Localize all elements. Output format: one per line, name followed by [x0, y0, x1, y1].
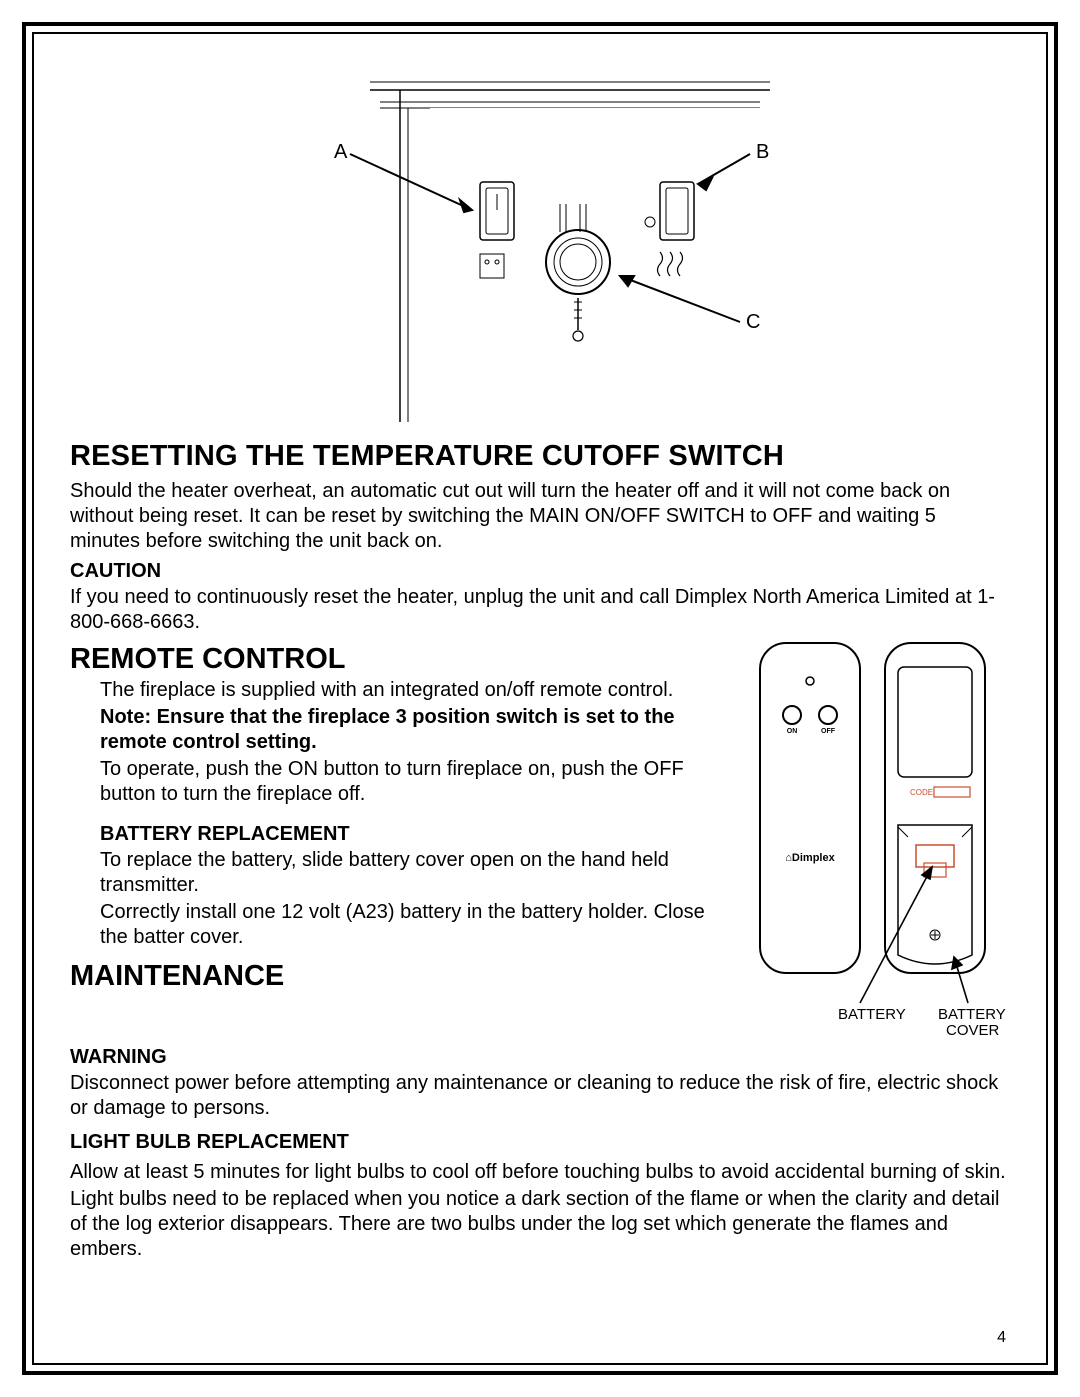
remote-off-label: OFF	[821, 728, 836, 735]
caution-label: CAUTION	[70, 560, 1010, 583]
section-reset-title: RESETTING THE TEMPERATURE CUTOFF SWITCH	[70, 440, 1010, 473]
remote-p2: To operate, push the ON button to turn f…	[100, 757, 716, 807]
remote-p1: The fireplace is supplied with an integr…	[100, 678, 716, 703]
bulb-p1: Allow at least 5 minutes for light bulbs…	[70, 1160, 1010, 1185]
battery-heading: BATTERY REPLACEMENT	[100, 823, 716, 846]
section-reset-body: Should the heater overheat, an automatic…	[70, 479, 1010, 554]
warning-label: WARNING	[70, 1046, 1010, 1069]
diagram-label-c: C	[746, 311, 760, 333]
battery-p1: To replace the battery, slide battery co…	[100, 848, 716, 898]
section-remote-title: REMOTE CONTROL	[70, 643, 716, 676]
remote-control-figure: ON OFF ⌂Dimplex CODE	[740, 635, 1010, 1040]
remote-cover-caption-1: BATTERY	[938, 1006, 1006, 1023]
remote-code-label: CODE	[910, 788, 933, 797]
section-maintenance-title: MAINTENANCE	[70, 960, 716, 993]
remote-battery-caption: BATTERY	[838, 1006, 906, 1023]
battery-p2: Correctly install one 12 volt (A23) batt…	[100, 900, 716, 950]
remote-brand: ⌂Dimplex	[785, 852, 835, 864]
warning-body: Disconnect power before attempting any m…	[70, 1071, 1010, 1121]
page-number: 4	[997, 1329, 1006, 1347]
bulb-heading: LIGHT BULB REPLACEMENT	[70, 1131, 1010, 1154]
remote-note: Note: Ensure that the fireplace 3 positi…	[100, 705, 716, 755]
bulb-p2: Light bulbs need to be replaced when you…	[70, 1187, 1010, 1262]
diagram-label-b: B	[756, 141, 769, 163]
remote-on-label: ON	[787, 728, 798, 735]
caution-body: If you need to continuously reset the he…	[70, 585, 1010, 635]
control-panel-diagram: A B C	[70, 62, 1010, 422]
remote-cover-caption-2: COVER	[946, 1022, 1000, 1035]
diagram-label-a: A	[334, 141, 348, 163]
